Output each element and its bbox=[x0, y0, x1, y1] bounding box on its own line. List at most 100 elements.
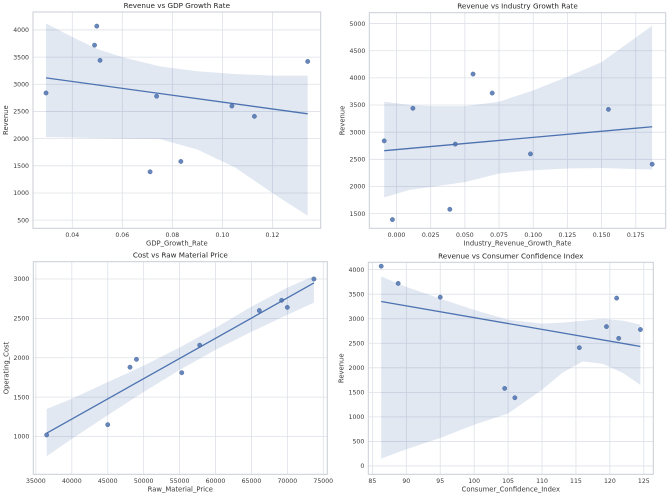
data-point bbox=[437, 294, 443, 300]
x-tick-label: 70000 bbox=[278, 478, 298, 485]
y-tick-label: 2500 bbox=[13, 109, 29, 116]
data-point bbox=[43, 90, 49, 96]
plot-area: 85 90 95 100 105 110 115 120 125 0 500 1000 1500 2000… bbox=[337, 251, 654, 493]
y-tick-label: 1000 bbox=[13, 190, 29, 197]
y-tick-label: 3000 bbox=[350, 129, 366, 136]
y-tick-label: 3000 bbox=[14, 276, 30, 283]
data-point bbox=[197, 342, 203, 348]
x-tick-label: 100 bbox=[468, 478, 480, 485]
data-point bbox=[279, 297, 285, 303]
data-point bbox=[44, 432, 50, 438]
x-tick-label: 60000 bbox=[206, 478, 226, 485]
data-point bbox=[452, 141, 458, 147]
data-point bbox=[147, 169, 153, 175]
y-tick-label: 2000 bbox=[349, 365, 365, 372]
plot-border bbox=[367, 261, 654, 475]
y-tick-label: 500 bbox=[352, 439, 364, 446]
x-axis-label: Consumer_Confidence_Index bbox=[462, 485, 560, 493]
x-tick-label: 110 bbox=[536, 478, 548, 485]
data-point bbox=[251, 113, 257, 119]
x-axis-label: GDP_Growth_Rate bbox=[146, 239, 208, 247]
data-point bbox=[528, 151, 533, 157]
data-point bbox=[378, 263, 384, 269]
y-tick-label: 4000 bbox=[349, 267, 365, 274]
x-tick-label: 0.100 bbox=[524, 232, 542, 239]
y-tick-label: 2000 bbox=[14, 355, 30, 362]
data-point bbox=[311, 276, 317, 282]
x-tick-label: 0.000 bbox=[388, 232, 406, 239]
regression-line bbox=[45, 77, 308, 115]
x-tick-label: 90 bbox=[402, 478, 410, 485]
plot-border bbox=[368, 12, 667, 229]
x-tick-label: 105 bbox=[502, 478, 514, 485]
regression-line bbox=[46, 282, 315, 434]
data-point bbox=[389, 217, 395, 223]
data-point bbox=[154, 93, 160, 99]
data-point bbox=[381, 138, 387, 144]
subplot-cost-vs-raw-material-price: 35000 40000 45000 50000 55000 60000 65000 70000… bbox=[0, 250, 335, 500]
data-point bbox=[395, 280, 401, 286]
data-point bbox=[94, 23, 100, 29]
plot-border bbox=[32, 261, 328, 475]
data-point bbox=[489, 90, 495, 96]
subplot-revenue-vs-consumer-confidence: 85 90 95 100 105 110 115 120 125 0 500 1000 1500 2000… bbox=[335, 250, 669, 500]
data-point bbox=[512, 395, 518, 401]
y-tick-label: 2500 bbox=[349, 340, 365, 347]
data-point bbox=[614, 295, 620, 301]
plot-area: 35000 40000 45000 50000 55000 60000 65000 70000… bbox=[2, 251, 333, 494]
data-point bbox=[604, 324, 609, 330]
y-tick-label: 4500 bbox=[350, 48, 366, 55]
y-tick-label: 3500 bbox=[349, 291, 365, 298]
subplot-revenue-vs-gdp-growth: 0.04 0.06 0.08 0.10 0.12 500 1000 1500 2000 2500 3… bbox=[0, 0, 335, 250]
data-point bbox=[470, 71, 476, 77]
x-tick-label: 35000 bbox=[26, 478, 46, 485]
y-tick-label: 2000 bbox=[350, 184, 366, 191]
data-point bbox=[127, 364, 133, 370]
y-tick-label: 3000 bbox=[349, 316, 365, 323]
y-tick-label: 2000 bbox=[13, 136, 29, 143]
x-tick-label: 95 bbox=[436, 478, 444, 485]
y-tick-label: 1500 bbox=[349, 390, 365, 397]
data-point bbox=[179, 370, 185, 376]
x-tick-label: 0.050 bbox=[456, 232, 474, 239]
regression-line bbox=[381, 300, 641, 348]
data-point bbox=[502, 385, 508, 391]
plot-area: 0.000 0.025 0.050 0.075 0.100 0.125 0.150 0.175… bbox=[338, 2, 667, 247]
data-point bbox=[605, 106, 611, 112]
x-tick-label: 0.04 bbox=[65, 232, 79, 239]
x-tick-label: 0.10 bbox=[215, 232, 229, 239]
y-tick-label: 500 bbox=[17, 217, 29, 224]
x-tick-label: 55000 bbox=[170, 478, 190, 485]
y-tick-label: 1000 bbox=[14, 434, 30, 441]
data-point bbox=[576, 345, 582, 351]
confidence-band bbox=[384, 25, 653, 198]
y-axis-label: Revenue bbox=[338, 106, 346, 136]
x-tick-label: 40000 bbox=[62, 478, 82, 485]
y-tick-label: 2500 bbox=[350, 157, 366, 164]
y-tick-label: 1500 bbox=[350, 211, 366, 218]
data-point bbox=[637, 327, 643, 332]
chart-title: Cost vs Raw Material Price bbox=[133, 251, 229, 260]
x-tick-label: 0.12 bbox=[266, 232, 280, 239]
x-tick-label: 0.06 bbox=[115, 232, 129, 239]
data-point bbox=[178, 159, 184, 164]
data-point bbox=[97, 57, 103, 63]
data-point bbox=[616, 335, 622, 341]
x-tick-label: 115 bbox=[570, 478, 582, 485]
x-tick-label: 45000 bbox=[98, 478, 118, 485]
x-axis-label: Industry_Revenue_Growth_Rate bbox=[464, 239, 572, 247]
plot-border bbox=[32, 11, 322, 229]
x-tick-label: 120 bbox=[604, 478, 616, 485]
y-tick-label: 5000 bbox=[350, 21, 366, 28]
y-tick-label: 0 bbox=[360, 463, 364, 470]
data-point bbox=[410, 105, 416, 111]
y-axis-label: Operating_Cost bbox=[2, 341, 10, 394]
x-tick-label: 0.075 bbox=[490, 232, 508, 239]
x-tick-label: 0.08 bbox=[165, 232, 179, 239]
chart-title: Revenue vs Industry Growth Rate bbox=[457, 2, 578, 11]
y-axis-label: Revenue bbox=[2, 105, 10, 135]
x-tick-label: 0.175 bbox=[627, 232, 645, 239]
data-point bbox=[229, 103, 235, 109]
x-tick-label: 85 bbox=[368, 478, 376, 485]
